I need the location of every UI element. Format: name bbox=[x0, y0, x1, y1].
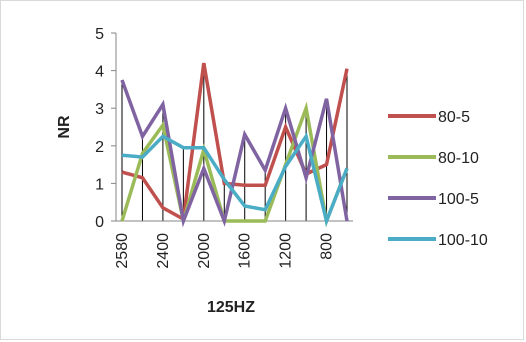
legend-label-80-5: 80-5 bbox=[438, 109, 470, 126]
y-tick-label: 3 bbox=[95, 101, 104, 118]
y-tick-label: 1 bbox=[95, 176, 104, 193]
legend: 80-5 80-10 100-5 100-10 bbox=[388, 109, 488, 249]
y-tick-label: 2 bbox=[95, 139, 104, 156]
series-lines bbox=[120, 62, 349, 228]
x-tick-label: 800 bbox=[319, 233, 336, 260]
y-tick-labels: 0 1 2 3 4 5 bbox=[95, 26, 104, 231]
legend-label-100-5: 100-5 bbox=[438, 191, 479, 208]
x-tick-label: 2580 bbox=[114, 233, 131, 269]
y-tick-label: 4 bbox=[95, 64, 104, 81]
x-axis-title: 125HZ bbox=[207, 299, 255, 316]
series-line-100-5 bbox=[120, 79, 349, 228]
x-tick-label: 1600 bbox=[237, 233, 254, 269]
y-axis-title: NR bbox=[56, 115, 73, 139]
series-line-80-10 bbox=[120, 101, 349, 228]
series-line-100-10 bbox=[121, 132, 349, 227]
x-tick-label: 1200 bbox=[278, 233, 295, 269]
x-tick-label: 2400 bbox=[155, 233, 172, 269]
x-tick-label: 2000 bbox=[196, 233, 213, 269]
x-tick-labels: 2580 2400 2000 1600 1200 800 bbox=[114, 233, 336, 269]
legend-label-100-10: 100-10 bbox=[438, 232, 488, 249]
legend-label-80-10: 80-10 bbox=[438, 150, 479, 167]
y-tick-label: 0 bbox=[95, 214, 104, 231]
y-tick-label: 5 bbox=[95, 26, 104, 43]
